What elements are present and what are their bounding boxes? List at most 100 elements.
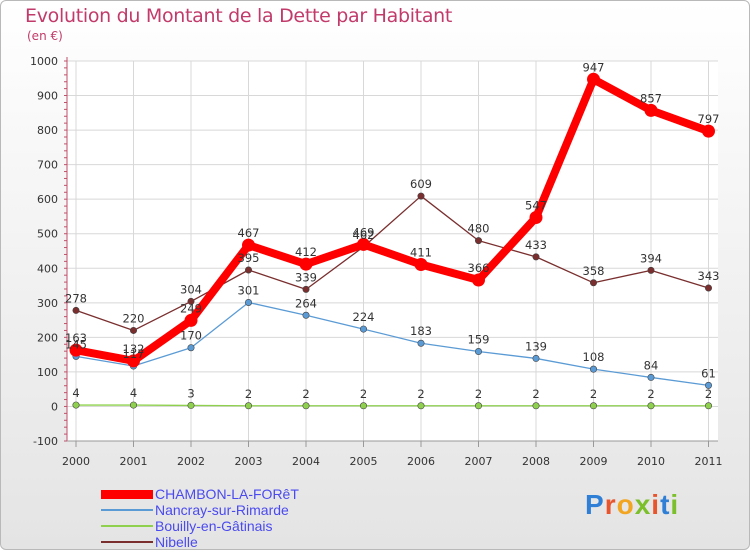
data-point <box>704 284 712 292</box>
data-point <box>532 402 540 410</box>
data-label: 2 <box>647 387 654 401</box>
data-label: 159 <box>468 333 490 347</box>
data-point <box>299 257 313 271</box>
data-point <box>417 192 425 200</box>
logo-letter: P <box>585 489 605 520</box>
data-point <box>589 279 597 287</box>
data-label: 2 <box>532 387 539 401</box>
data-label: 264 <box>295 296 317 310</box>
data-label: 339 <box>295 270 317 284</box>
logo-letter: i <box>670 489 680 520</box>
x-tick-label: 2006 <box>407 455 435 468</box>
x-tick-label: 2005 <box>350 455 378 468</box>
data-label: 132 <box>123 342 145 356</box>
y-tick-label: 800 <box>37 124 58 137</box>
data-point <box>245 298 253 306</box>
data-label: 469 <box>353 225 375 239</box>
data-point <box>472 273 485 287</box>
series-line-3 <box>75 195 710 332</box>
legend-item-nibelle: Nibelle <box>101 534 299 550</box>
series-line-2 <box>75 404 710 407</box>
data-point <box>245 402 253 410</box>
data-point <box>72 306 80 314</box>
data-label: 163 <box>65 331 87 345</box>
data-label: 278 <box>65 291 87 305</box>
series-line-1 <box>75 301 710 387</box>
proxiti-logo: Proxiti <box>585 489 679 521</box>
legend-swatch <box>101 525 153 527</box>
x-tick-label: 2008 <box>522 455 550 468</box>
data-label: 3 <box>187 386 194 400</box>
legend-swatch <box>101 541 153 543</box>
data-label: 609 <box>410 177 432 191</box>
data-label: 4 <box>72 386 79 400</box>
data-label: 170 <box>180 329 202 343</box>
logo-letter: i <box>651 489 661 520</box>
data-point <box>647 402 655 410</box>
legend-label: Nibelle <box>155 534 198 550</box>
data-point <box>245 266 253 274</box>
data-label: 2 <box>417 387 424 401</box>
data-point <box>589 402 597 410</box>
y-tick-label: 200 <box>37 331 58 344</box>
data-label: 301 <box>238 283 260 297</box>
y-tick-label: 900 <box>37 90 58 103</box>
data-label: 480 <box>468 222 490 236</box>
data-label: 547 <box>525 198 547 212</box>
data-point <box>187 297 195 305</box>
data-point <box>130 401 138 409</box>
data-label: 411 <box>410 245 432 259</box>
data-point <box>474 348 482 356</box>
data-point <box>474 402 482 410</box>
data-point <box>644 103 658 117</box>
data-label: 433 <box>525 238 547 252</box>
data-point <box>589 365 597 373</box>
data-label: 145 <box>65 337 87 351</box>
data-label: 139 <box>525 339 547 353</box>
x-tick-label: 2007 <box>465 455 493 468</box>
data-point <box>72 401 80 409</box>
legend-swatch <box>101 509 153 511</box>
legend: CHAMBON-LA-FORêT Nancray-sur-Rimarde Bou… <box>101 486 299 550</box>
data-label: 224 <box>353 310 375 324</box>
data-label: 2 <box>245 387 252 401</box>
legend-item-nancray: Nancray-sur-Rimarde <box>101 502 299 518</box>
legend-item-bouilly: Bouilly-en-Gâtinais <box>101 518 299 534</box>
data-label: 108 <box>583 350 605 364</box>
data-point <box>302 285 310 293</box>
data-label: 2 <box>705 387 712 401</box>
data-label: 2 <box>590 387 597 401</box>
data-point <box>647 266 655 274</box>
x-tick-label: 2002 <box>177 455 205 468</box>
data-label: 4 <box>130 386 137 400</box>
data-point <box>474 237 482 245</box>
data-point <box>532 354 540 362</box>
y-tick-label: 500 <box>37 228 58 241</box>
data-label: 857 <box>640 91 662 105</box>
data-label: 797 <box>698 112 720 126</box>
y-tick-label: 300 <box>37 297 58 310</box>
data-label: 2 <box>360 387 367 401</box>
data-label: 366 <box>468 261 490 275</box>
logo-letter: t <box>660 489 671 520</box>
data-point <box>532 253 540 261</box>
y-tick-label: 100 <box>37 366 58 379</box>
data-point <box>414 257 428 271</box>
data-label: 947 <box>583 60 605 74</box>
data-label: 358 <box>583 264 605 278</box>
data-point <box>130 326 138 334</box>
data-point <box>529 210 543 224</box>
legend-label: CHAMBON-LA-FORêT <box>155 486 299 502</box>
y-tick-label: -100 <box>33 435 58 448</box>
y-tick-label: 0 <box>51 400 58 413</box>
data-point <box>302 311 310 319</box>
y-tick-label: 1000 <box>30 55 58 68</box>
data-label: 117 <box>123 347 145 361</box>
y-tick-label: 400 <box>37 262 58 275</box>
data-point <box>184 313 198 327</box>
data-point <box>702 124 715 138</box>
data-point <box>704 381 712 389</box>
logo-letter: x <box>634 489 652 520</box>
